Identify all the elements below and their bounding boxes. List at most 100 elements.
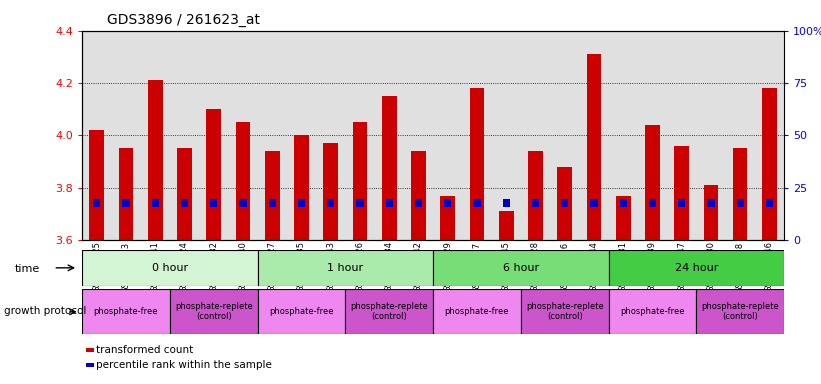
Bar [119,149,133,240]
Bar [470,88,484,240]
Bar [499,211,513,240]
Text: percentile rank within the sample: percentile rank within the sample [96,360,272,370]
Bar [287,31,316,240]
Bar [382,96,397,240]
Bar [170,31,200,240]
Bar [638,31,667,240]
Bar [678,199,686,207]
Bar [140,31,170,240]
Bar [649,199,656,207]
Bar [346,289,433,334]
Text: phosphate-free: phosphate-free [445,307,509,316]
Text: phosphate-replete
(control): phosphate-replete (control) [701,302,779,321]
Bar [696,31,726,240]
Bar [298,199,305,207]
Text: transformed count: transformed count [96,345,193,355]
Bar [587,54,601,240]
Bar [580,31,608,240]
Bar [433,250,608,286]
Bar [82,31,112,240]
Bar [754,31,784,240]
Bar [239,199,246,207]
Bar [433,31,462,240]
Bar [89,130,104,240]
Text: 0 hour: 0 hour [152,263,188,273]
Bar [170,289,258,334]
Bar [316,31,346,240]
Bar [707,199,714,207]
Bar [528,151,543,240]
Bar [93,199,100,207]
Bar [258,31,287,240]
Bar [726,31,754,240]
Text: phosphate-free: phosphate-free [620,307,685,316]
Bar [353,122,367,240]
Bar [557,167,572,240]
Bar [258,289,346,334]
Text: GDS3896 / 261623_at: GDS3896 / 261623_at [107,13,259,27]
Bar [608,31,638,240]
Bar [736,199,744,207]
Bar [228,31,258,240]
Bar [386,199,393,207]
Bar [733,149,747,240]
Bar [152,199,159,207]
Bar [762,88,777,240]
Bar [346,31,374,240]
Bar [181,199,188,207]
Text: time: time [15,264,40,274]
Bar [473,199,480,207]
Text: growth protocol: growth protocol [4,306,86,316]
Bar [521,289,608,334]
Bar [236,122,250,240]
Text: 24 hour: 24 hour [675,263,718,273]
Text: phosphate-free: phosphate-free [94,307,158,316]
Bar [433,289,521,334]
Bar [550,31,580,240]
Text: phosphate-free: phosphate-free [269,307,333,316]
Bar [492,31,521,240]
Bar [608,250,784,286]
Bar [294,135,309,240]
Bar [206,109,221,240]
Bar [356,199,364,207]
Bar [462,31,492,240]
Bar [323,143,338,240]
Bar [265,151,279,240]
Bar [327,199,334,207]
Bar [532,199,539,207]
Bar [374,31,404,240]
Bar [268,199,276,207]
Bar [616,195,631,240]
Bar [620,199,627,207]
Bar [440,195,455,240]
Bar [258,250,433,286]
Text: 1 hour: 1 hour [328,263,364,273]
Bar [696,289,784,334]
Bar [608,289,696,334]
Bar [82,289,170,334]
Bar [502,199,510,207]
Bar [177,149,192,240]
Bar [411,151,426,240]
Text: 6 hour: 6 hour [502,263,539,273]
Bar [200,31,228,240]
Bar [561,199,568,207]
Bar [667,31,696,240]
Bar [704,185,718,240]
Text: phosphate-replete
(control): phosphate-replete (control) [175,302,253,321]
Text: phosphate-replete
(control): phosphate-replete (control) [525,302,603,321]
Bar [122,199,130,207]
Bar [521,31,550,240]
Bar [674,146,689,240]
Bar [82,250,258,286]
Bar [210,199,218,207]
Bar [112,31,140,240]
Bar [404,31,433,240]
Bar [645,125,660,240]
Bar [590,199,598,207]
Bar [415,199,422,207]
Bar [766,199,773,207]
Bar [444,199,452,207]
Bar [148,80,163,240]
